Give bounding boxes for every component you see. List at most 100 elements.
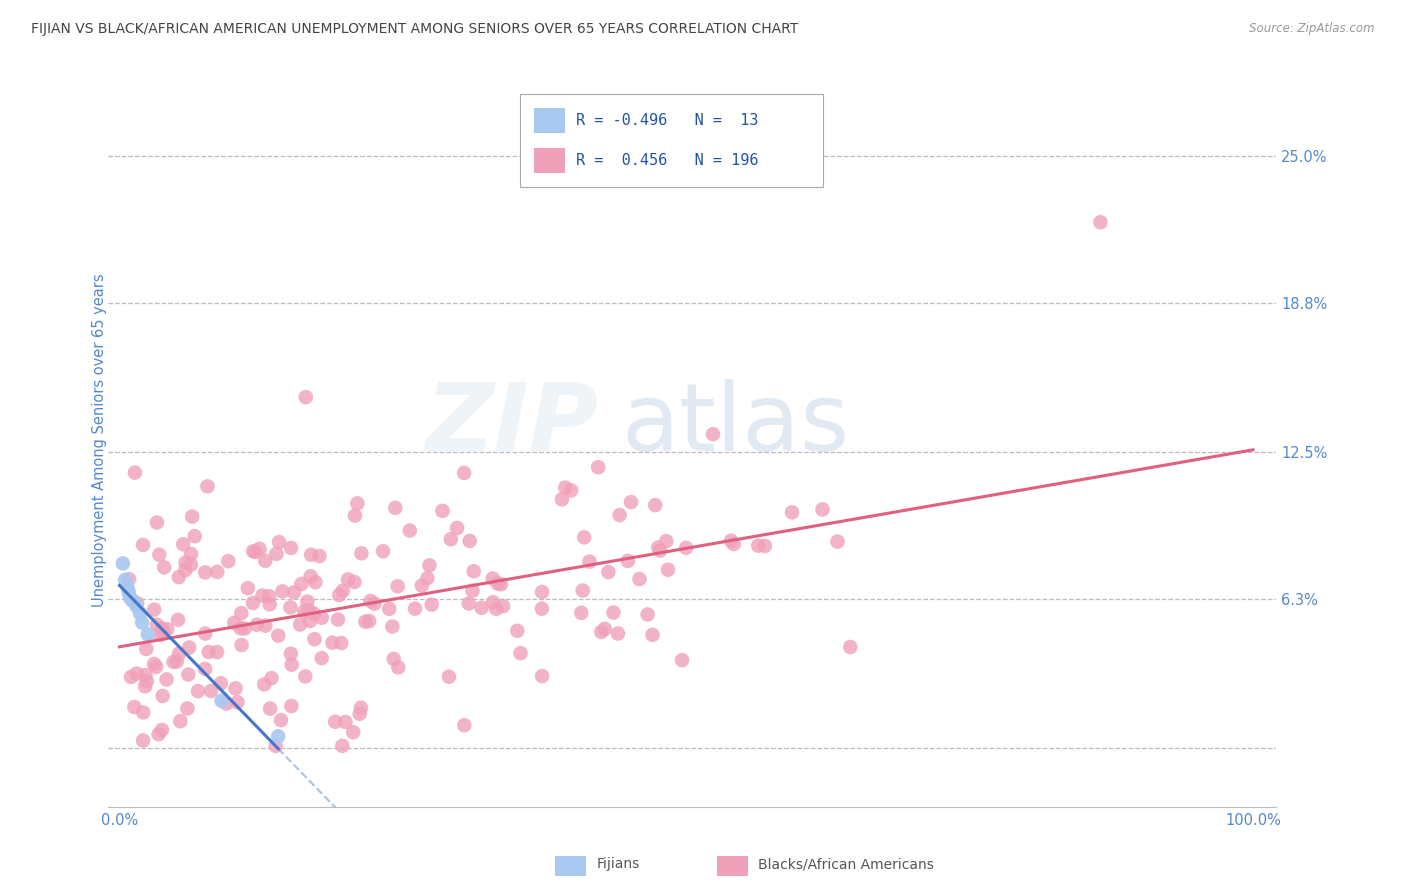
Point (506, 624, 529, 638)
Text: Source: ZipAtlas.com: Source: ZipAtlas.com (1250, 22, 1375, 36)
Point (416, 571, 439, 585)
Point (675, 541, 697, 555)
Point (167, 570, 190, 584)
Point (471, 600, 494, 615)
Point (280, 657, 302, 672)
Point (124, 466, 146, 480)
Point (457, 597, 479, 611)
Point (530, 601, 553, 615)
Point (254, 554, 277, 568)
Point (143, 602, 166, 616)
Point (644, 498, 666, 512)
Point (187, 684, 209, 698)
Point (655, 534, 678, 549)
Point (266, 547, 288, 561)
Point (280, 699, 302, 714)
Point (166, 655, 188, 669)
Point (384, 500, 406, 515)
Point (349, 706, 371, 721)
Point (323, 714, 346, 729)
Text: R =  0.456   N = 196: R = 0.456 N = 196 (576, 153, 759, 168)
Point (205, 645, 228, 659)
Point (245, 545, 267, 559)
Point (311, 651, 333, 665)
Point (453, 466, 475, 480)
Point (378, 602, 401, 616)
Point (571, 583, 593, 598)
Point (598, 565, 620, 579)
Y-axis label: Unemployment Among Seniors over 65 years: Unemployment Among Seniors over 65 years (93, 273, 107, 607)
Point (125, 599, 148, 613)
Point (280, 600, 302, 615)
Point (207, 565, 229, 579)
Point (194, 662, 217, 676)
Point (233, 622, 256, 636)
Point (359, 614, 381, 628)
Point (326, 613, 349, 627)
Point (118, 572, 141, 586)
Point (169, 714, 191, 729)
Point (509, 646, 531, 660)
Point (446, 521, 468, 535)
Point (1090, 215, 1112, 229)
Point (145, 660, 167, 674)
Point (267, 629, 290, 643)
Point (299, 548, 322, 562)
Point (231, 638, 253, 652)
Point (321, 635, 343, 649)
Point (299, 569, 322, 583)
Point (359, 594, 381, 608)
Point (297, 603, 319, 617)
Point (294, 669, 316, 683)
Point (167, 613, 190, 627)
Point (252, 589, 274, 603)
Point (172, 537, 194, 551)
Point (174, 563, 197, 577)
Point (332, 583, 354, 598)
Text: ZIP: ZIP (426, 379, 599, 472)
Point (330, 636, 353, 650)
Point (440, 532, 463, 546)
Point (249, 541, 271, 556)
Point (135, 642, 157, 657)
Point (489, 577, 512, 591)
Point (591, 624, 613, 639)
Point (156, 622, 179, 636)
Point (146, 516, 169, 530)
Point (179, 640, 201, 655)
Point (304, 575, 326, 590)
Point (127, 596, 149, 610)
Point (117, 584, 139, 599)
Point (350, 546, 373, 560)
Point (720, 533, 742, 548)
Point (134, 668, 156, 682)
Point (481, 571, 503, 585)
Point (297, 594, 319, 608)
Point (492, 599, 515, 613)
Point (311, 611, 333, 625)
Point (398, 524, 420, 538)
Point (560, 483, 582, 498)
Point (292, 605, 315, 619)
Point (254, 618, 277, 632)
Point (811, 502, 834, 516)
Point (827, 534, 849, 549)
Point (723, 537, 745, 551)
Point (129, 606, 152, 620)
Text: Fijians: Fijians (596, 857, 640, 871)
Point (308, 549, 330, 563)
Point (152, 689, 174, 703)
Point (259, 701, 281, 715)
Point (246, 617, 269, 632)
Point (350, 700, 373, 714)
Point (387, 579, 409, 593)
Point (174, 556, 197, 570)
Point (609, 508, 631, 522)
Point (259, 598, 281, 612)
Point (150, 622, 173, 636)
Point (152, 624, 174, 639)
Point (337, 573, 360, 587)
Point (242, 544, 264, 558)
Point (131, 615, 153, 630)
Point (118, 590, 141, 604)
